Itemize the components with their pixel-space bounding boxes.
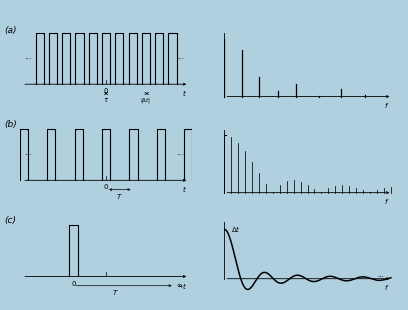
Text: ···: ··· — [176, 151, 184, 160]
Text: $f$: $f$ — [384, 197, 389, 206]
Text: (a): (a) — [4, 26, 17, 36]
Text: $t$: $t$ — [182, 281, 186, 290]
Text: ···: ··· — [24, 151, 32, 160]
Text: $T$: $T$ — [112, 288, 119, 297]
Text: 0: 0 — [104, 184, 109, 190]
Text: $f$: $f$ — [384, 101, 389, 110]
Text: 0: 0 — [104, 88, 109, 94]
Text: $\rightarrow$: $\rightarrow$ — [176, 283, 184, 290]
Text: 0: 0 — [71, 281, 76, 286]
Text: $|\Delta t|$: $|\Delta t|$ — [140, 95, 151, 104]
Text: (c): (c) — [4, 215, 16, 225]
Text: $t$: $t$ — [182, 184, 186, 194]
Text: $\Delta t$: $\Delta t$ — [231, 224, 241, 234]
Text: $f$: $f$ — [384, 283, 389, 292]
Text: $\tau$: $\tau$ — [103, 95, 109, 104]
Text: ···: ··· — [176, 55, 184, 64]
Text: $t$: $t$ — [182, 88, 186, 98]
Text: $\infty$: $\infty$ — [175, 283, 182, 289]
Text: ···: ··· — [24, 55, 32, 64]
Text: $T$: $T$ — [116, 192, 123, 201]
Text: ···: ··· — [377, 274, 384, 280]
Text: (b): (b) — [4, 119, 17, 129]
